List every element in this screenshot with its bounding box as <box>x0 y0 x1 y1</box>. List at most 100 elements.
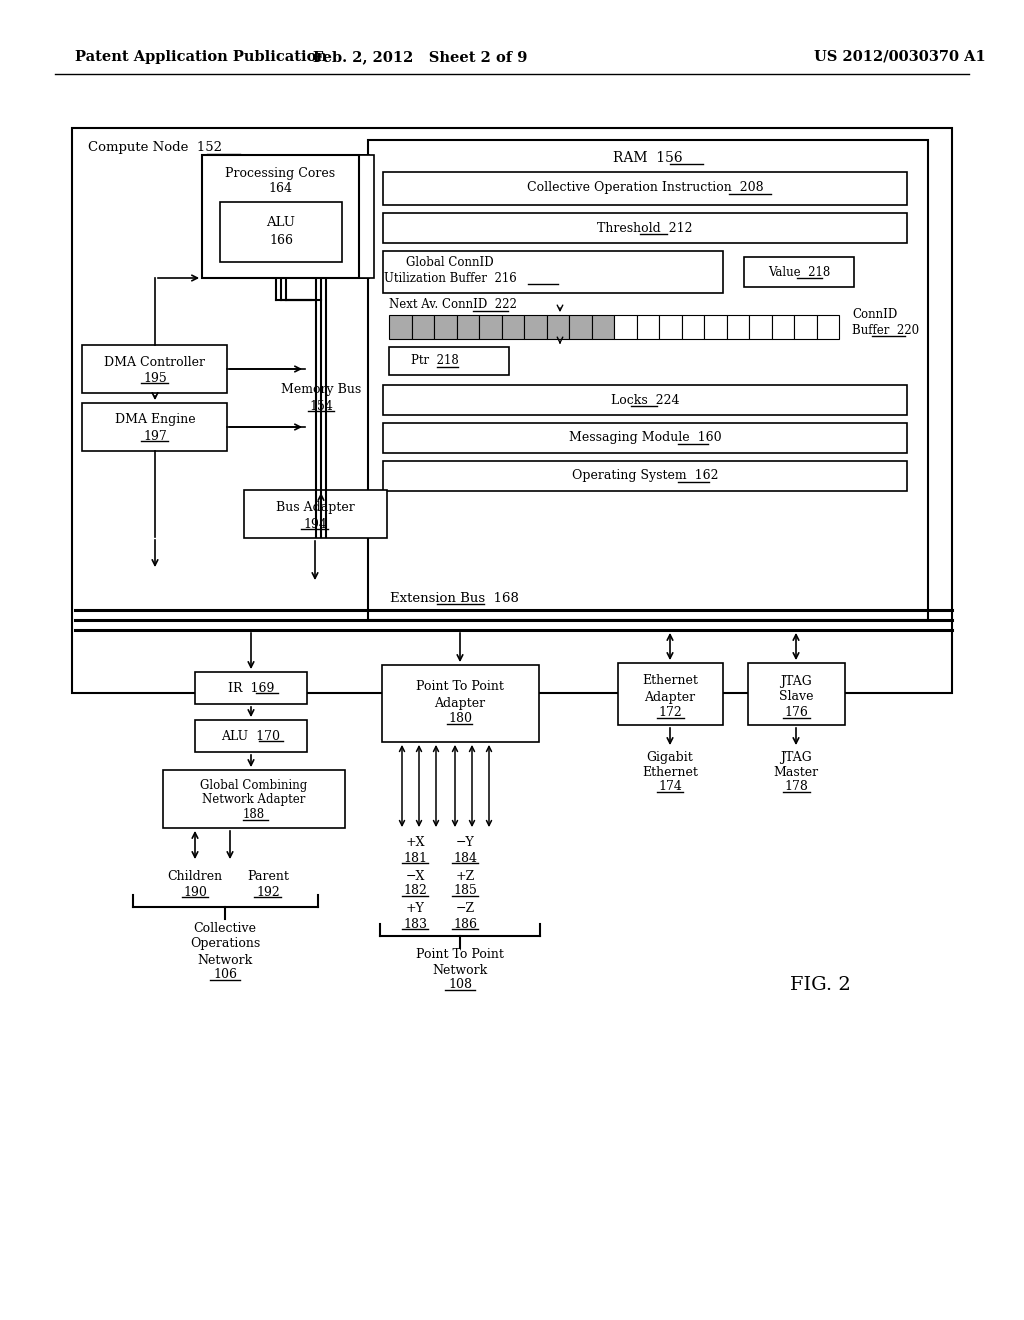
Text: 182: 182 <box>403 884 427 898</box>
Text: Network: Network <box>432 964 487 977</box>
Bar <box>383 213 907 243</box>
Bar <box>547 315 569 339</box>
Text: 185: 185 <box>453 884 477 898</box>
Text: FIG. 2: FIG. 2 <box>790 975 850 994</box>
Text: Memory Bus: Memory Bus <box>281 384 361 396</box>
Text: 108: 108 <box>449 978 472 991</box>
Bar <box>382 665 539 742</box>
Bar <box>659 315 682 339</box>
Text: RAM  156: RAM 156 <box>613 150 683 165</box>
Bar <box>749 315 771 339</box>
Bar <box>592 315 614 339</box>
Text: 192: 192 <box>256 886 280 899</box>
Text: 166: 166 <box>269 234 293 247</box>
Text: +Y: +Y <box>406 903 424 916</box>
Text: Adapter: Adapter <box>644 690 695 704</box>
Text: DMA Controller: DMA Controller <box>104 355 206 368</box>
Text: Global Combining: Global Combining <box>201 780 307 792</box>
Text: 178: 178 <box>784 780 808 793</box>
Bar <box>383 461 907 491</box>
Text: ALU: ALU <box>266 215 296 228</box>
Text: +Z: +Z <box>456 870 475 883</box>
Text: 172: 172 <box>658 706 682 719</box>
Bar <box>383 251 723 293</box>
Bar <box>383 172 907 205</box>
Bar <box>618 663 723 725</box>
Text: −Z: −Z <box>456 903 474 916</box>
Text: Bus Adapter: Bus Adapter <box>275 500 354 513</box>
Bar <box>195 672 307 704</box>
Text: ALU  170: ALU 170 <box>221 730 281 742</box>
Text: Collective: Collective <box>194 921 256 935</box>
Bar <box>207 154 364 279</box>
Text: Children: Children <box>168 870 222 883</box>
Text: Extension Bus  168: Extension Bus 168 <box>390 591 519 605</box>
Bar <box>614 315 637 339</box>
Text: Ethernet: Ethernet <box>642 675 698 688</box>
Bar <box>457 315 479 339</box>
Text: 197: 197 <box>143 429 167 442</box>
Text: 183: 183 <box>403 917 427 931</box>
Bar <box>502 315 524 339</box>
Bar <box>389 347 509 375</box>
Text: −X: −X <box>406 870 425 883</box>
Text: JTAG: JTAG <box>780 675 812 688</box>
Bar <box>389 315 412 339</box>
Text: 195: 195 <box>143 371 167 384</box>
Text: Buffer  220: Buffer 220 <box>852 323 920 337</box>
Bar <box>771 315 794 339</box>
Bar <box>434 315 457 339</box>
Text: Master: Master <box>773 766 818 779</box>
Text: 174: 174 <box>658 780 682 793</box>
Text: Adapter: Adapter <box>434 697 485 710</box>
Text: 106: 106 <box>213 969 237 982</box>
Text: 164: 164 <box>268 181 292 194</box>
Text: 154: 154 <box>309 400 333 412</box>
Bar <box>816 315 839 339</box>
Text: Point To Point: Point To Point <box>416 949 504 961</box>
Bar <box>82 403 227 451</box>
Text: Value  218: Value 218 <box>768 265 830 279</box>
Text: 186: 186 <box>453 917 477 931</box>
Text: Parent: Parent <box>247 870 289 883</box>
Bar <box>244 490 387 539</box>
Text: IR  169: IR 169 <box>227 681 274 694</box>
Bar <box>705 315 726 339</box>
Text: Ptr  218: Ptr 218 <box>411 355 459 367</box>
Text: 181: 181 <box>403 851 427 865</box>
Text: +X: +X <box>406 837 425 850</box>
Text: Gigabit: Gigabit <box>646 751 693 763</box>
Text: Ethernet: Ethernet <box>642 766 698 779</box>
Text: 190: 190 <box>183 886 207 899</box>
Bar <box>163 770 345 828</box>
Bar <box>220 202 342 261</box>
Text: Slave: Slave <box>778 690 813 704</box>
Text: Operations: Operations <box>189 937 260 950</box>
Text: 180: 180 <box>449 713 472 726</box>
Bar <box>637 315 659 339</box>
Bar <box>569 315 592 339</box>
Text: ConnID: ConnID <box>852 309 897 322</box>
Text: 188: 188 <box>243 808 265 821</box>
Bar <box>524 315 547 339</box>
Bar <box>202 154 359 279</box>
Text: −Y: −Y <box>456 837 474 850</box>
Bar <box>72 128 952 693</box>
Bar <box>744 257 854 286</box>
Text: Processing Cores: Processing Cores <box>225 166 335 180</box>
Bar <box>383 385 907 414</box>
Bar <box>212 154 369 279</box>
Text: Next Av. ConnID  222: Next Av. ConnID 222 <box>389 298 517 312</box>
Text: Network: Network <box>198 953 253 966</box>
Text: 194: 194 <box>303 517 327 531</box>
Bar <box>682 315 705 339</box>
Text: Operating System  162: Operating System 162 <box>571 470 718 483</box>
Text: Patent Application Publication: Patent Application Publication <box>75 50 327 63</box>
Bar <box>412 315 434 339</box>
Bar <box>726 315 749 339</box>
Text: Utilization Buffer  216: Utilization Buffer 216 <box>384 272 516 285</box>
Bar <box>82 345 227 393</box>
Text: 176: 176 <box>784 706 808 719</box>
Text: 184: 184 <box>453 851 477 865</box>
Bar <box>195 719 307 752</box>
